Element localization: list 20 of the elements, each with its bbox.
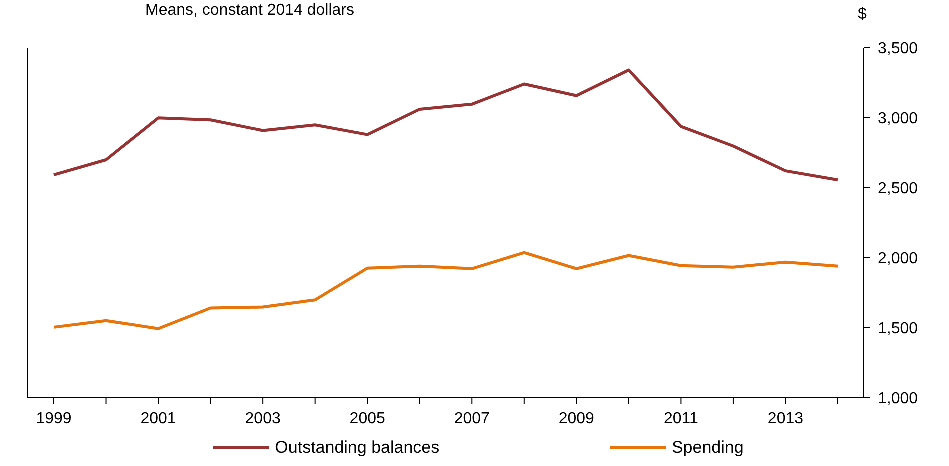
legend-label: Outstanding balances <box>275 438 440 458</box>
y-tick-label: 2,500 <box>878 180 918 198</box>
y-tick-label: 1,000 <box>878 390 918 408</box>
x-tick-label: 2003 <box>245 410 281 428</box>
x-tick-label: 2009 <box>558 410 595 428</box>
line-series <box>52 68 840 182</box>
x-tick-label: 2013 <box>768 410 804 428</box>
x-tick-label: 2005 <box>350 410 386 428</box>
x-tick-label: 2001 <box>140 410 176 428</box>
y-tick-label: 1,500 <box>878 320 918 338</box>
line-series <box>52 251 840 330</box>
x-tick-label: 2007 <box>454 410 490 428</box>
x-tick-label: 1999 <box>36 410 72 428</box>
y-tick-label: 2,000 <box>878 250 918 268</box>
x-tick-label: 2011 <box>664 410 699 428</box>
y-axis-title: $ <box>858 6 867 24</box>
chart-subtitle: Means, constant 2014 dollars <box>144 2 356 20</box>
y-tick-label: 3,500 <box>878 40 918 58</box>
legend-label: Spending <box>672 438 744 458</box>
y-tick-label: 3,000 <box>878 110 918 128</box>
